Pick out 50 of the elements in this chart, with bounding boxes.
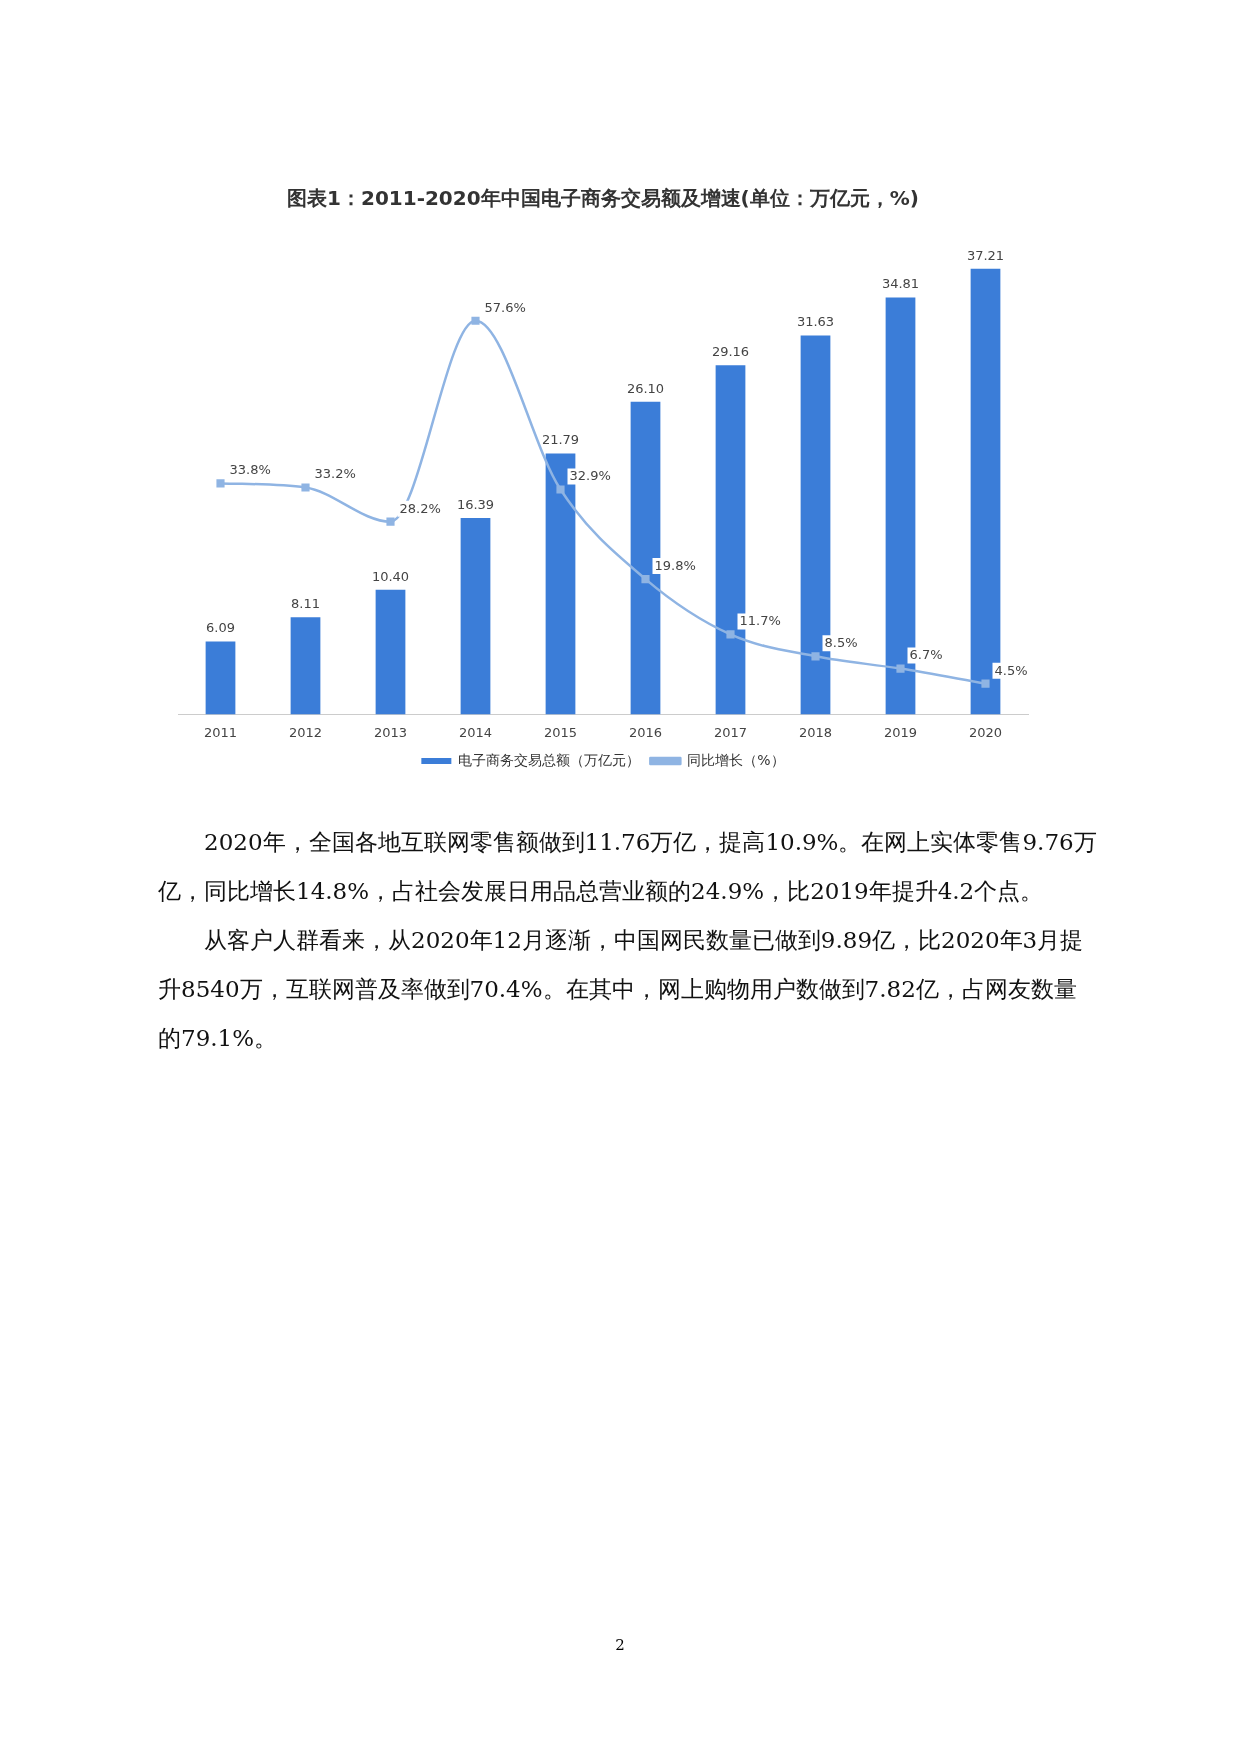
x-tick-label: 2013	[373, 724, 408, 740]
x-tick-label: 2017	[713, 724, 748, 740]
point	[471, 316, 480, 325]
point	[386, 517, 395, 526]
x-tick-label: 2011	[203, 724, 238, 740]
x-tick-label: 2019	[883, 724, 918, 740]
data-label: 31.63	[796, 314, 835, 330]
data-label: 29.16	[711, 344, 750, 360]
point	[726, 630, 735, 639]
data-label: 57.6%	[484, 299, 526, 315]
point	[896, 664, 905, 673]
point	[216, 479, 225, 488]
data-label: 33.2%	[314, 466, 356, 482]
data-label: 6.7%	[909, 647, 943, 663]
x-tick-label: 2016	[628, 724, 663, 740]
data-label: 8.5%	[824, 635, 858, 651]
data-label: 33.8%	[229, 462, 271, 478]
data-label: 8.11	[291, 596, 320, 612]
data-label: 16.39	[456, 496, 495, 512]
bar	[375, 589, 406, 715]
bar	[205, 641, 236, 715]
data-label: 28.2%	[399, 500, 441, 516]
legend-label: 同比增长（%）	[687, 751, 785, 768]
point	[556, 485, 565, 494]
point	[811, 652, 820, 661]
x-tick-label: 2014	[458, 724, 493, 740]
bar	[290, 617, 321, 715]
data-label: 11.7%	[739, 613, 781, 629]
data-label: 19.8%	[654, 557, 696, 573]
point	[981, 679, 990, 688]
data-label: 26.10	[626, 380, 665, 396]
data-label: 37.21	[966, 247, 1005, 263]
data-label: 21.79	[541, 432, 580, 448]
legend-label: 电子商务交易总额（万亿元）	[458, 751, 641, 768]
data-label: 32.9%	[569, 468, 611, 484]
text: 2020年，全国各地互联网零售额做到11.76万亿，提高10.9%。在网上实体零售9.76万亿，同比增长14.8%，占社会发展日用品总营业额的24.9%，比2019年提升4.2个点。	[158, 828, 1098, 906]
x-tick-label: 2020	[968, 724, 1003, 740]
x-tick-label: 2018	[798, 724, 833, 740]
point	[641, 575, 650, 584]
bar	[460, 518, 491, 715]
data-label: 6.09	[206, 620, 235, 636]
x-tick-label: 2015	[543, 724, 578, 740]
x-tick-label: 2012	[288, 724, 323, 740]
text: 从客户人群看来，从2020年12月逐渐，中国网民数量已做到9.89亿，比2020年3月提升8540万，互联网普及率做到70.4%。在其中，网上购物用户数做到7.82亿，占网友数量的79.1%。	[158, 926, 1085, 1053]
data-label: 10.40	[371, 568, 410, 584]
data-label: 4.5%	[994, 662, 1028, 678]
text: 2	[614, 1636, 626, 1654]
point	[301, 483, 310, 492]
data-label: 34.81	[881, 276, 920, 292]
chart-title: 图表1：2011-2020年中国电子商务交易额及增速(单位：万亿元，%)	[287, 186, 919, 211]
